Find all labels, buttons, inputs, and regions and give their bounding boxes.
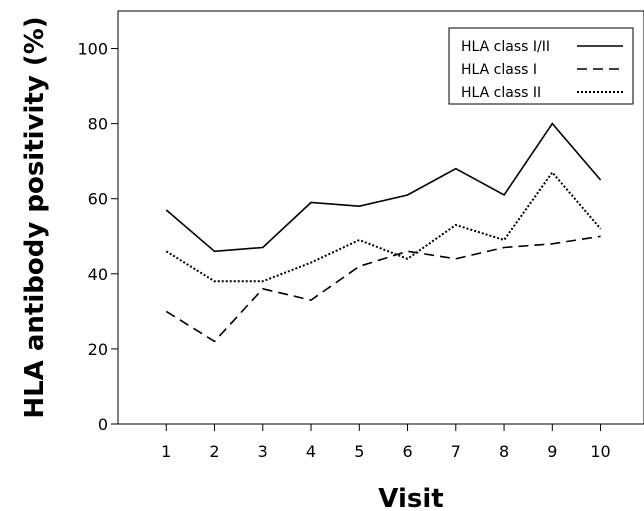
x-tick-label: 10 xyxy=(590,442,610,461)
y-tick-label: 40 xyxy=(88,265,108,284)
legend-item: HLA class II xyxy=(461,85,623,101)
y-axis-title: HLA antibody positivity (%) xyxy=(20,16,50,418)
y-tick-label: 0 xyxy=(98,415,108,434)
x-tick-label: 1 xyxy=(161,442,171,461)
x-tick-label: 2 xyxy=(209,442,219,461)
series-lines xyxy=(165,122,602,343)
x-tick-label: 9 xyxy=(547,442,557,461)
x-tick-label: 3 xyxy=(258,442,268,461)
x-tick-label: 7 xyxy=(451,442,461,461)
x-tick-label: 8 xyxy=(499,442,509,461)
y-tick-label: 100 xyxy=(77,40,108,59)
legend-label: HLA class II xyxy=(461,85,541,101)
y-tick-label: 20 xyxy=(88,340,108,359)
x-tick-label: 4 xyxy=(306,442,316,461)
y-tick-label: 80 xyxy=(88,115,108,134)
x-tick-label: 6 xyxy=(402,442,412,461)
y-tick-label: 60 xyxy=(88,190,108,209)
x-tick-label: 5 xyxy=(354,442,364,461)
plot-frame xyxy=(117,10,644,425)
legend-label: HLA class I/II xyxy=(461,39,550,55)
series-line-2 xyxy=(165,235,601,343)
x-axis: 1 2 3 4 5 6 7 8 9 10 xyxy=(161,424,611,461)
x-axis-title: Visit xyxy=(378,484,443,511)
legend-label: HLA class I xyxy=(461,62,537,78)
legend-item: HLA class I xyxy=(461,62,623,78)
plot-area xyxy=(117,10,644,425)
legend: HLA class I/II HLA class I HLA class II xyxy=(448,27,634,105)
legend-item: HLA class I/II xyxy=(461,39,623,55)
y-axis: 0 20 40 60 80 100 xyxy=(77,40,118,434)
series-line-1 xyxy=(165,122,602,253)
series-line-3 xyxy=(165,170,602,283)
